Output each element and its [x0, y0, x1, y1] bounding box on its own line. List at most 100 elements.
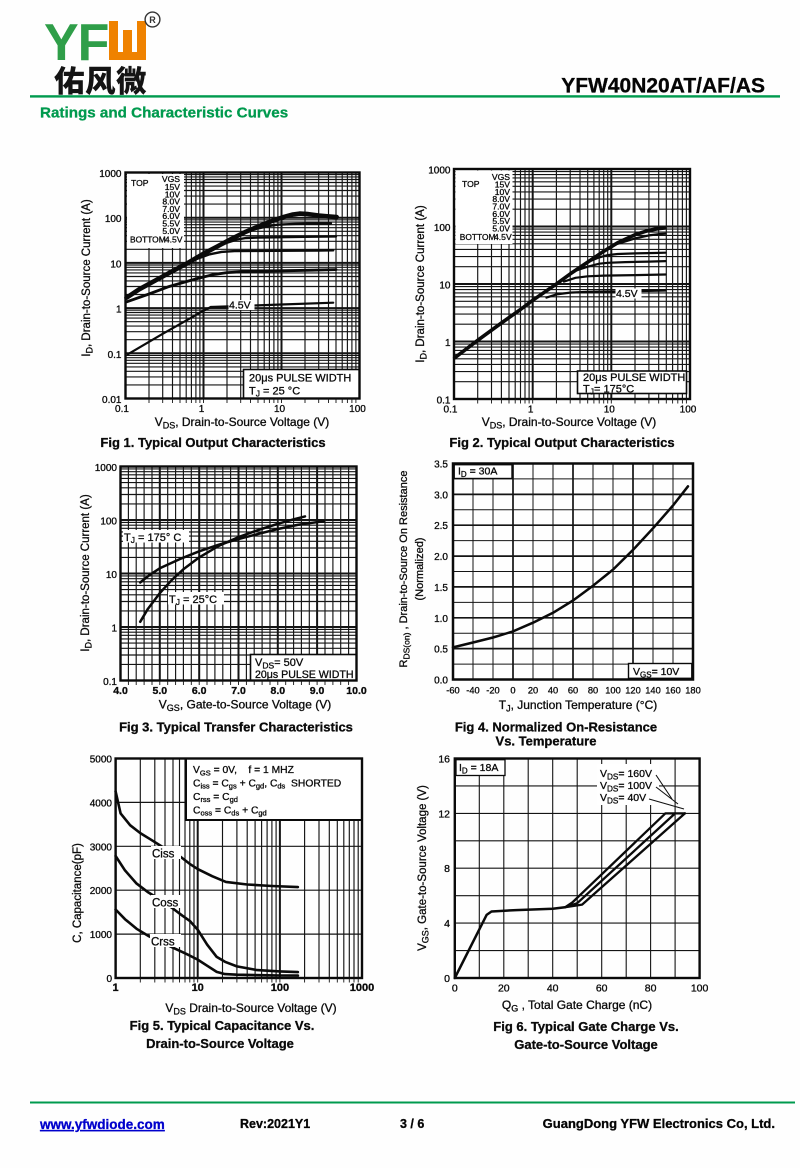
svg-text:VDS Drain-to-Source Voltage (V: VDS Drain-to-Source Voltage (V): [165, 1001, 336, 1017]
svg-text:15V: 15V: [495, 179, 511, 189]
svg-text:100: 100: [691, 983, 709, 995]
svg-text:5.0V: 5.0V: [162, 226, 180, 236]
svg-text:20μs PULSE WIDTH: 20μs PULSE WIDTH: [255, 669, 354, 681]
svg-text:7.0V: 7.0V: [162, 204, 180, 214]
svg-text:TJ = 25 °C: TJ = 25 °C: [249, 386, 300, 399]
svg-text:ID, Drain-to-Source Current (: ID, Drain-to-Source Current (A): [80, 494, 94, 651]
svg-text:4.0: 4.0: [113, 685, 128, 697]
svg-text:40: 40: [547, 983, 559, 995]
svg-text:40: 40: [548, 686, 558, 696]
svg-text:20μs PULSE WIDTH: 20μs PULSE WIDTH: [249, 373, 351, 385]
svg-text:12: 12: [438, 808, 450, 820]
svg-text:1: 1: [111, 624, 117, 635]
svg-text:20: 20: [498, 983, 510, 995]
svg-text:10V: 10V: [495, 187, 511, 197]
svg-text:5.5V: 5.5V: [162, 219, 180, 229]
svg-text:Ciss: Ciss: [152, 849, 175, 861]
svg-text:Rev:2021Y1: Rev:2021Y1: [240, 1117, 310, 1131]
svg-text:7.0: 7.0: [231, 685, 246, 697]
svg-text:80: 80: [588, 686, 598, 696]
svg-text:TJ, Junction Temperature (°C): TJ, Junction Temperature (°C): [499, 698, 657, 714]
svg-text:0.1: 0.1: [103, 677, 117, 688]
svg-text:10: 10: [439, 281, 451, 292]
svg-text:R: R: [149, 15, 156, 25]
svg-text:Drain-to-Source Voltage: Drain-to-Source Voltage: [146, 1036, 294, 1051]
svg-text:80: 80: [645, 983, 657, 995]
svg-text:0.0: 0.0: [434, 676, 448, 687]
svg-text:YFW40N20AT/AF/AS: YFW40N20AT/AF/AS: [561, 75, 765, 98]
svg-text:Vs. Temperature: Vs. Temperature: [496, 734, 597, 749]
svg-text:Gate-to-Source Voltage: Gate-to-Source Voltage: [514, 1037, 658, 1052]
svg-text:6.0V: 6.0V: [162, 211, 180, 221]
svg-text:0.01: 0.01: [102, 395, 122, 406]
svg-text:4000: 4000: [90, 798, 113, 809]
svg-text:TJ= 175°C: TJ= 175°C: [583, 384, 634, 397]
svg-text:BOTTOM: BOTTOM: [130, 235, 166, 245]
svg-text:BOTTOM: BOTTOM: [460, 232, 496, 242]
svg-text:10: 10: [192, 982, 204, 994]
svg-text:10: 10: [274, 404, 286, 415]
svg-text:1000: 1000: [95, 463, 118, 474]
svg-text:Fig 2. Typical Output Charact: Fig 2. Typical Output Characteristics: [449, 435, 674, 450]
svg-text:VGS: VGS: [162, 174, 180, 184]
svg-text:100: 100: [434, 223, 451, 234]
svg-text:1000: 1000: [90, 930, 113, 941]
svg-text:GuangDong YFW Electronics Co,: GuangDong YFW Electronics Co, Ltd.: [543, 1116, 775, 1131]
svg-text:VGS, Gate-to-Source Voltage (V: VGS, Gate-to-Source Voltage (V): [159, 698, 331, 714]
svg-text:VGS = 0V, f = 1 MHZ: VGS = 0V, f = 1 MHZ: [193, 765, 294, 778]
svg-text:3 / 6: 3 / 6: [400, 1117, 424, 1131]
svg-text:ID, Drain-to-Source Current (: ID, Drain-to-Source Current (A): [81, 199, 95, 356]
svg-text:10: 10: [110, 259, 122, 270]
svg-text:10: 10: [604, 405, 616, 416]
svg-text:QG , Total Gate Charge (nC): QG , Total Gate Charge (nC): [502, 998, 652, 1014]
svg-text:-20: -20: [486, 686, 499, 696]
svg-text:TOP: TOP: [131, 178, 149, 188]
svg-text:160: 160: [665, 686, 681, 696]
svg-text:RDS(on) , Drain-to-Source On R: RDS(on) , Drain-to-Source On Resistance: [398, 471, 412, 668]
svg-text:C, Capacitance(pF): C, Capacitance(pF): [72, 843, 84, 943]
svg-text:180: 180: [685, 686, 701, 696]
svg-text:60: 60: [568, 686, 578, 696]
svg-text:www.yfwdiode.com: www.yfwdiode.com: [39, 1117, 165, 1132]
svg-text:100: 100: [100, 517, 117, 528]
svg-text:3.0: 3.0: [434, 490, 448, 501]
svg-text:8.0V: 8.0V: [162, 197, 180, 207]
svg-text:0.1: 0.1: [444, 405, 458, 416]
svg-text:Fig 1. Typical Output Charact: Fig 1. Typical Output Characteristics: [100, 435, 325, 450]
svg-text:Coss: Coss: [152, 898, 178, 910]
svg-text:VDS, Drain-to-Source Voltage (: VDS, Drain-to-Source Voltage (V): [155, 415, 330, 431]
svg-text:5000: 5000: [90, 755, 113, 766]
svg-text:100: 100: [271, 982, 289, 994]
svg-text:8.0V: 8.0V: [492, 194, 510, 204]
svg-text:6.0: 6.0: [192, 685, 207, 697]
svg-text:2.0: 2.0: [434, 552, 448, 563]
svg-text:1: 1: [116, 305, 122, 316]
svg-text:1: 1: [113, 982, 119, 994]
svg-text:1.0: 1.0: [434, 614, 448, 625]
svg-text:120: 120: [625, 686, 641, 696]
svg-text:60: 60: [596, 983, 608, 995]
svg-text:Fig 6. Typical Gate Charge Vs: Fig 6. Typical Gate Charge Vs.: [493, 1019, 678, 1034]
svg-text:4.5V: 4.5V: [494, 232, 512, 242]
svg-text:Crss: Crss: [151, 937, 175, 949]
svg-text:10: 10: [106, 570, 118, 581]
svg-text:TOP: TOP: [462, 179, 480, 189]
svg-text:VDS, Drain-to-Source Voltage (: VDS, Drain-to-Source Voltage (V): [482, 415, 657, 431]
svg-text:1000: 1000: [99, 169, 122, 180]
svg-text:100: 100: [605, 686, 621, 696]
svg-text:1: 1: [528, 405, 534, 416]
svg-text:VGS: VGS: [492, 172, 510, 182]
svg-text:20: 20: [528, 686, 538, 696]
svg-text:1: 1: [445, 338, 451, 349]
svg-text:VDS= 50V: VDS= 50V: [255, 657, 304, 671]
svg-text:4.5V: 4.5V: [616, 288, 638, 300]
svg-text:100: 100: [680, 405, 697, 416]
svg-text:VGS= 10V: VGS= 10V: [633, 666, 679, 680]
svg-text:0: 0: [106, 974, 112, 985]
svg-text:8: 8: [444, 863, 450, 875]
svg-text:3.5: 3.5: [434, 460, 448, 471]
svg-text:0: 0: [510, 686, 515, 696]
svg-text:16: 16: [438, 754, 450, 766]
svg-text:1000: 1000: [350, 982, 374, 994]
svg-text:YF: YF: [44, 14, 108, 72]
